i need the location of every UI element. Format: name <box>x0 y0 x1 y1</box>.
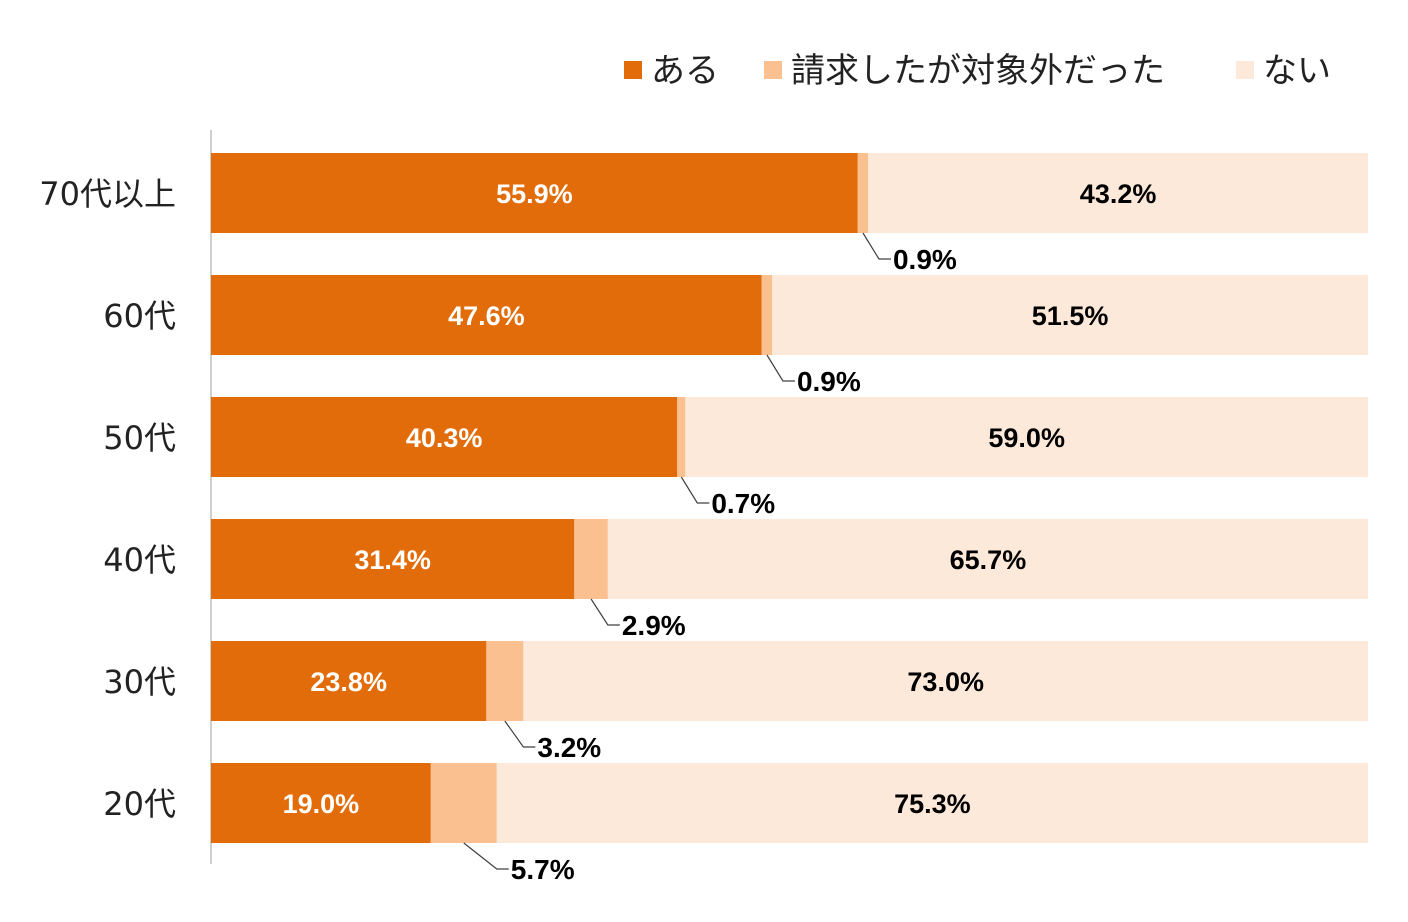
category-label: 20代 <box>103 785 176 823</box>
leader-line <box>680 476 710 504</box>
bar-segment-2 <box>523 641 1368 721</box>
data-label-2: 51.5% <box>1032 301 1109 331</box>
bar-segment-0 <box>211 519 575 599</box>
bar-segment-0 <box>211 763 431 843</box>
legend-label-1: 請求したが対象外だった <box>791 51 1165 91</box>
leader-line <box>862 232 891 260</box>
data-label-1: 3.2% <box>537 732 601 763</box>
bars: 70代以上 55.9% 0.9% 43.2% 60代 47.6% 0.9% 51.5% 50代 4… <box>39 153 1368 885</box>
data-label-2: 43.2% <box>1080 179 1157 209</box>
bar-segment-2 <box>685 397 1368 477</box>
category-label: 50代 <box>103 419 176 457</box>
data-label-2: 75.3% <box>894 789 971 819</box>
bar-segment-1 <box>430 763 497 843</box>
data-label-2: 59.0% <box>988 423 1065 453</box>
data-label-1: 0.7% <box>711 488 775 519</box>
bar-segment-0 <box>211 153 858 233</box>
data-label-1: 0.9% <box>893 244 957 275</box>
legend-swatch-1 <box>764 61 782 79</box>
bar-segment-1 <box>486 641 524 721</box>
bar-segment-2 <box>772 275 1368 355</box>
bar-segment-2 <box>496 763 1368 843</box>
bar-segment-0 <box>211 397 678 477</box>
bar-segment-2 <box>868 153 1368 233</box>
data-label-1: 0.9% <box>797 366 861 397</box>
category-label: 60代 <box>103 297 176 335</box>
data-label-2: 65.7% <box>950 545 1027 575</box>
data-label-0: 55.9% <box>496 179 573 209</box>
data-label-0: 23.8% <box>310 667 387 697</box>
leader-line <box>463 842 509 870</box>
leader-line <box>590 598 620 626</box>
leader-line <box>766 354 795 382</box>
bar-segment-1 <box>761 275 773 355</box>
bar-segment-2 <box>607 519 1368 599</box>
legend: ある 請求したが対象外だった ない <box>624 51 1331 91</box>
category-label: 40代 <box>103 541 176 579</box>
data-label-2: 73.0% <box>907 667 984 697</box>
category-label: 30代 <box>103 663 176 701</box>
data-label-0: 31.4% <box>354 545 431 575</box>
legend-label-2: ない <box>1263 51 1331 91</box>
data-label-1: 2.9% <box>622 610 686 641</box>
legend-label-0: ある <box>651 51 719 91</box>
bar-segment-1 <box>574 519 608 599</box>
legend-swatch-2 <box>1236 61 1254 79</box>
data-label-0: 19.0% <box>283 789 360 819</box>
data-label-0: 40.3% <box>406 423 483 453</box>
category-label: 70代以上 <box>39 175 176 213</box>
data-label-1: 5.7% <box>511 854 575 885</box>
legend-swatch-0 <box>624 61 642 79</box>
bar-segment-1 <box>677 397 686 477</box>
bar-segment-0 <box>211 275 762 355</box>
leader-line <box>504 720 536 748</box>
bar-segment-0 <box>211 641 487 721</box>
data-label-0: 47.6% <box>448 301 525 331</box>
bar-segment-1 <box>857 153 869 233</box>
